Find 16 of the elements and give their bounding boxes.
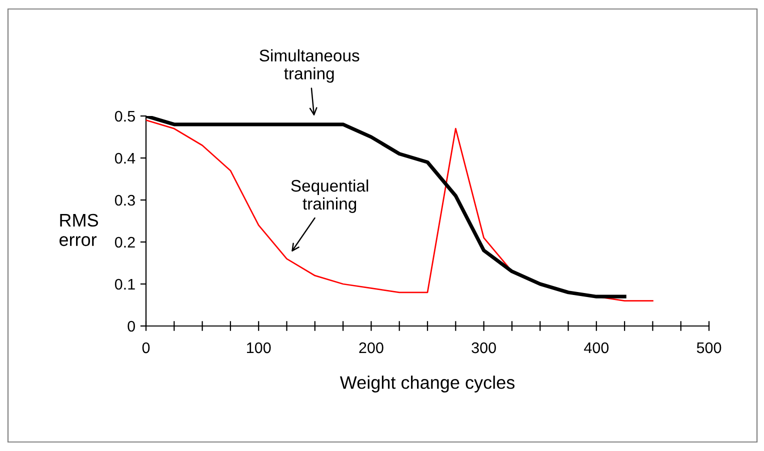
x-tick-label: 0 [142,342,150,354]
x-tick-label: 300 [472,342,496,354]
y-tick-label: 0.1 [114,278,135,290]
x-tick-label: 200 [359,342,384,354]
x-tick-label: 500 [696,342,722,354]
y-tick-label: 0 [128,320,135,332]
y-axis-title: RMS error [60,214,98,246]
x-tick-label: 100 [247,342,271,354]
y-tick-label: 0.2 [114,236,135,248]
annotation: Sequential training [291,179,368,213]
y-tick-label: 0.3 [114,194,135,206]
y-tick-label: 0.5 [114,110,135,122]
x-tick-label: 400 [584,342,609,354]
annotation: Simultaneous traning [260,49,360,83]
y-tick-label: 0.4 [114,152,136,164]
x-axis-title: Weight change cycles [340,376,515,392]
